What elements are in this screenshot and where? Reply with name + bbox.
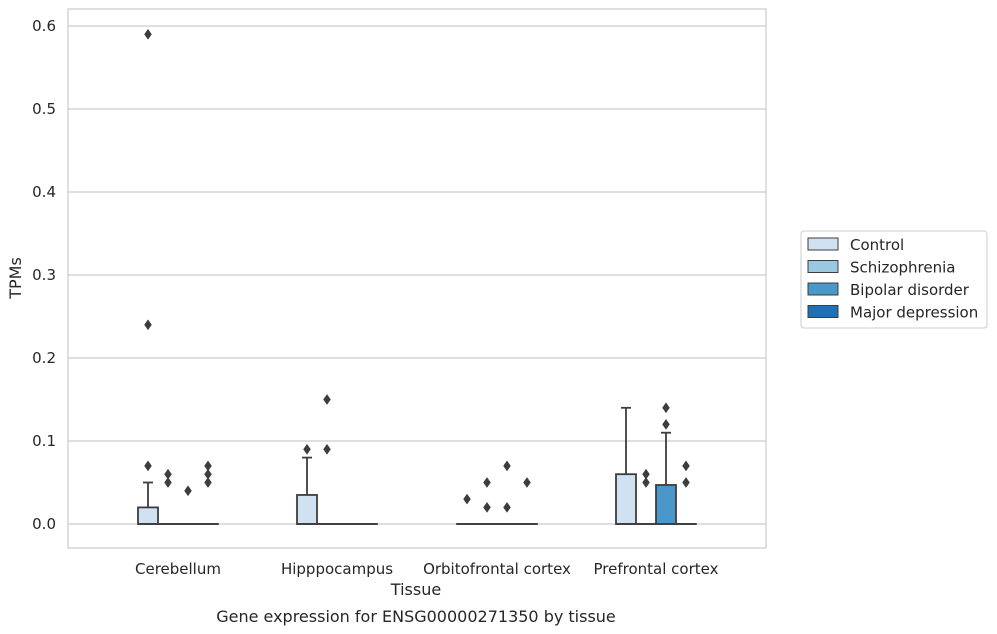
outlier-point — [662, 402, 670, 414]
box — [655, 484, 677, 525]
box — [296, 494, 318, 525]
outlier-point — [323, 443, 331, 455]
chart-caption: Gene expression for ENSG00000271350 by t… — [216, 607, 616, 626]
outlier-point — [523, 477, 531, 488]
y-tick-label: 0.1 — [32, 432, 56, 450]
outlier-point — [682, 477, 690, 488]
outlier-point — [164, 468, 172, 480]
outlier-point — [184, 485, 192, 497]
legend-swatch — [807, 260, 839, 273]
legend-label: Major depression — [850, 304, 978, 322]
legend-label: Schizophrenia — [850, 259, 955, 277]
x-tick-labels: Cerebellum Hipppocampus Orbitofrontal cort… — [135, 560, 719, 578]
legend-label: Bipolar disorder — [850, 281, 970, 299]
outlier-point — [204, 477, 212, 488]
y-tick-label: 0.5 — [32, 100, 56, 118]
legend-swatch — [807, 237, 839, 251]
outlier-point — [483, 501, 491, 513]
legend-label: Control — [850, 236, 904, 254]
box-series — [137, 28, 697, 525]
outlier-point — [303, 443, 311, 455]
outlier-point — [463, 493, 471, 505]
outlier-point — [642, 468, 650, 480]
box-group — [296, 443, 318, 525]
box-group — [516, 477, 538, 525]
outlier-point — [642, 477, 650, 488]
y-tick-label: 0.3 — [32, 266, 56, 284]
y-tick-label: 0.2 — [32, 349, 56, 367]
y-tick-label: 0.4 — [32, 183, 56, 201]
y-tick-label: 0.6 — [32, 17, 56, 35]
y-tick-label: 0.0 — [32, 515, 56, 533]
outlier-point — [323, 394, 331, 405]
outlier-point — [503, 501, 511, 513]
outlier-point — [144, 460, 152, 472]
x-axis-label: Tissue — [390, 580, 441, 599]
x-tick-label: Orbitofrontal cortex — [423, 560, 571, 578]
legend-frame — [800, 230, 988, 329]
plot-frame — [67, 8, 767, 549]
outlier-point — [662, 418, 670, 430]
y-tick-labels: 0.0 0.1 0.2 0.3 0.4 0.5 0.6 — [32, 17, 56, 533]
legend-swatch — [807, 282, 839, 296]
x-tick-label: Cerebellum — [135, 560, 221, 578]
legend-swatch — [807, 305, 839, 318]
box-group — [615, 406, 637, 525]
outlier-point — [682, 460, 690, 472]
legend: Control Schizophrenia Bipolar disorder Majo… — [800, 230, 988, 329]
outlier-point — [164, 477, 172, 488]
box-group — [675, 460, 697, 525]
x-tick-label: Prefrontal cortex — [594, 560, 719, 578]
outlier-point — [204, 468, 212, 480]
outlier-point — [204, 460, 212, 472]
box-group — [655, 402, 677, 525]
y-axis-label: TPMs — [6, 257, 25, 300]
outlier-point — [144, 319, 152, 331]
box — [137, 506, 159, 525]
outlier-point — [503, 460, 511, 472]
box — [615, 473, 637, 525]
box-group — [635, 468, 657, 525]
box-group — [197, 460, 219, 525]
x-tick-label: Hipppocampus — [281, 560, 393, 578]
box-group — [137, 28, 159, 525]
outlier-point — [144, 28, 152, 40]
outlier-point — [483, 477, 491, 488]
